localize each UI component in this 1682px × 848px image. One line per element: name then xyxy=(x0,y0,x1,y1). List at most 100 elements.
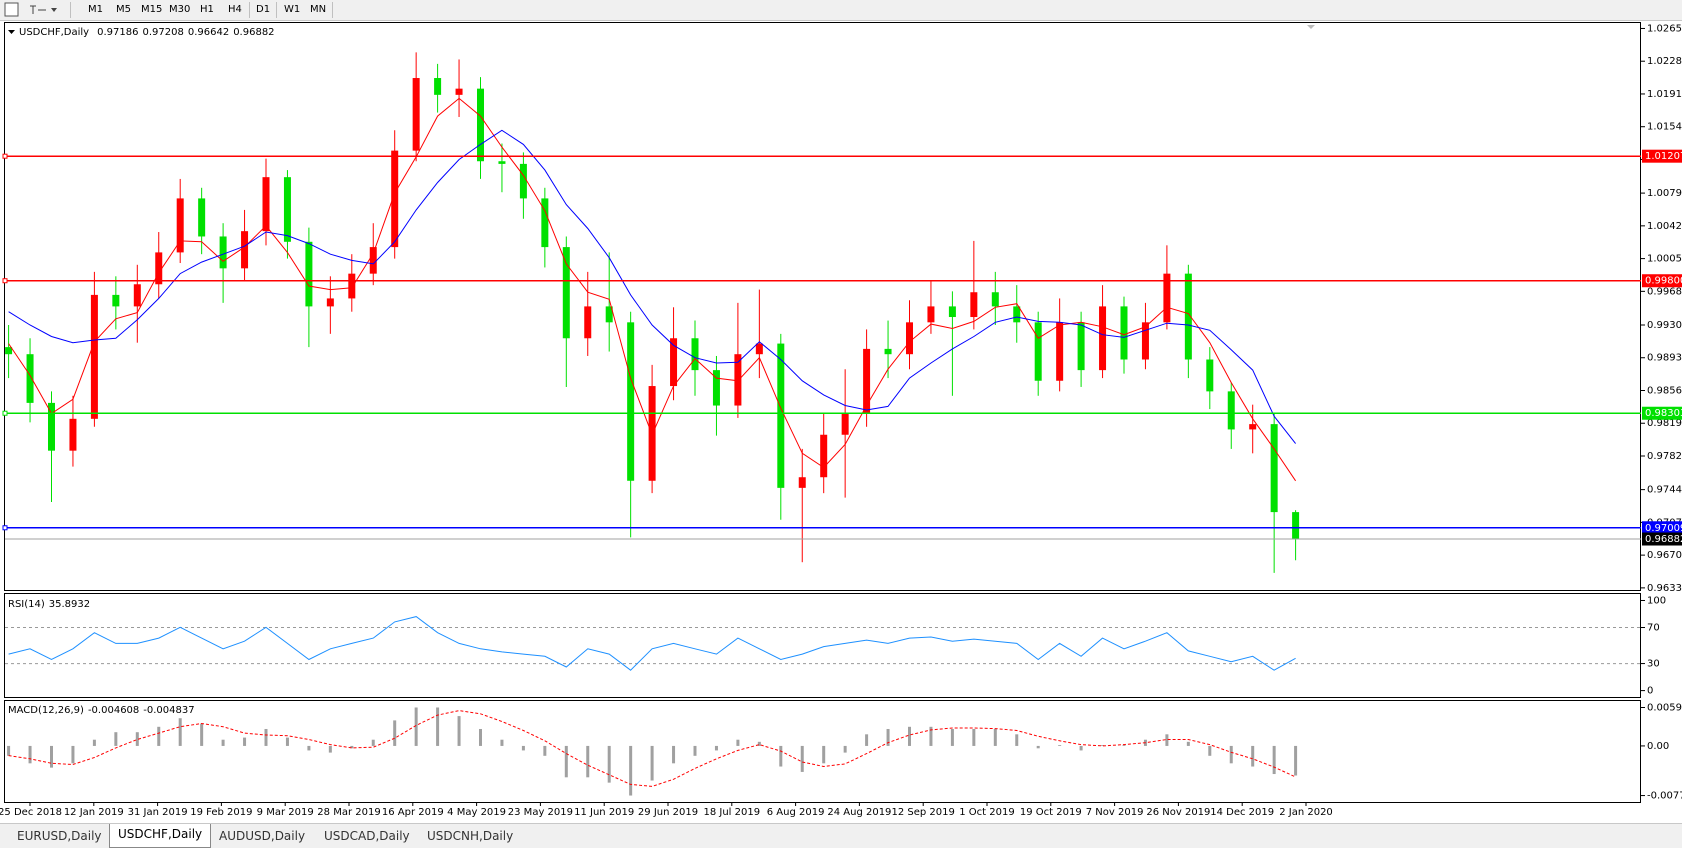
candle-body xyxy=(948,306,956,318)
collapse-icon[interactable] xyxy=(8,30,15,34)
horizontal-level-label-box xyxy=(1642,274,1682,288)
macd-bar xyxy=(221,739,225,746)
horizontal-level-label-box xyxy=(1642,406,1682,420)
macd-bar xyxy=(436,707,440,746)
macd-bar xyxy=(1036,745,1040,749)
macd-bar xyxy=(1165,734,1169,746)
y-tick-label: 1.02650 xyxy=(1647,23,1682,34)
candle-body xyxy=(369,247,377,274)
candle-body xyxy=(627,322,635,481)
macd-bar xyxy=(135,732,139,746)
candle-body xyxy=(1120,306,1128,360)
separator xyxy=(332,2,333,18)
macd-bar xyxy=(1294,745,1298,776)
x-tick-label: 12 Jan 2019 xyxy=(64,807,124,818)
macd-bar xyxy=(479,728,482,746)
text-tool-icon[interactable] xyxy=(4,2,19,17)
macd-bar xyxy=(71,745,75,764)
macd-bar xyxy=(586,745,590,778)
timeframe-button[interactable]: M15 xyxy=(141,4,163,15)
x-tick-label: 6 Aug 2019 xyxy=(767,807,825,818)
candle-body xyxy=(262,177,270,232)
timeframe-button[interactable]: M30 xyxy=(169,4,191,15)
macd-header: MACD(12,26,9) -0.004608 -0.004837 xyxy=(8,705,195,716)
chart-tab[interactable]: USDCAD,Daily xyxy=(324,829,410,843)
x-tick-label: 26 Nov 2019 xyxy=(1146,807,1210,818)
candle-body xyxy=(112,294,120,307)
timeframe-button[interactable]: W1 xyxy=(284,4,301,15)
candle-body xyxy=(5,347,13,355)
indicator-label: RSI(14) xyxy=(8,599,45,610)
candle-body xyxy=(198,198,206,237)
macd-bar xyxy=(629,745,633,796)
macd-bar xyxy=(1101,745,1105,746)
chart-background xyxy=(0,21,1682,823)
timeframe-button[interactable]: H4 xyxy=(228,4,242,15)
candle-body xyxy=(1184,273,1192,360)
x-tick-label: 4 May 2019 xyxy=(447,807,506,818)
candle-body xyxy=(541,198,549,248)
x-tick-label: 23 May 2019 xyxy=(508,807,573,818)
macd-bar xyxy=(714,745,718,751)
toolbar: M1 M5 M15 M30 H1 H4 D1 W1 MN xyxy=(0,0,1682,21)
timeframe-button[interactable]: MN xyxy=(310,4,327,15)
candle-body xyxy=(48,402,55,451)
macd-bar xyxy=(243,737,247,746)
macd-bar xyxy=(607,745,611,783)
macd-bar xyxy=(521,745,525,751)
candle-body xyxy=(391,150,399,248)
macd-bar xyxy=(822,745,826,764)
candle-body xyxy=(798,477,806,488)
ohlc-low: 0.96642 xyxy=(188,27,229,38)
y-tick-label: 0.00 xyxy=(1647,741,1669,752)
candle-body xyxy=(1270,424,1278,513)
y-tick-label: 1.02280 xyxy=(1647,56,1682,67)
objects-icon[interactable] xyxy=(30,5,46,14)
timeframe-button[interactable]: H1 xyxy=(200,4,214,15)
candle-body xyxy=(927,306,935,323)
candle-body xyxy=(305,241,313,307)
macd-bar xyxy=(1079,745,1083,751)
candle-body xyxy=(90,294,98,419)
macd-bar xyxy=(1272,745,1276,775)
x-tick-label: 1 Oct 2019 xyxy=(959,807,1014,818)
macd-bar xyxy=(285,737,289,746)
y-tick-label: 0.96330 xyxy=(1647,583,1682,594)
macd-pane-frame xyxy=(4,700,1641,803)
macd-bar xyxy=(1229,745,1233,764)
macd-bar xyxy=(1208,745,1212,756)
x-tick-label: 24 Aug 2019 xyxy=(827,807,891,818)
x-tick-label: 25 Dec 2018 xyxy=(0,807,62,818)
y-tick-label: 70 xyxy=(1647,623,1660,634)
timeframe-button[interactable]: D1 xyxy=(256,4,271,15)
candle-body xyxy=(241,231,249,269)
chart-tab[interactable]: EURUSD,Daily xyxy=(17,829,102,843)
candle-body xyxy=(605,306,613,323)
candle-body xyxy=(519,163,527,199)
chart-tab[interactable]: AUDUSD,Daily xyxy=(219,829,306,843)
timeframe-button[interactable]: M1 xyxy=(88,4,103,15)
timeframe-button[interactable]: M5 xyxy=(116,4,131,15)
macd-bar xyxy=(650,745,654,781)
macd-bar xyxy=(972,728,976,746)
chart-tab[interactable]: USDCHF,Daily xyxy=(109,824,212,848)
macd-bar xyxy=(307,745,311,751)
x-tick-label: 7 Nov 2019 xyxy=(1086,807,1144,818)
candle-body xyxy=(691,338,699,371)
candle-body xyxy=(477,88,484,162)
rsi-pane-frame xyxy=(4,593,1641,698)
candle-body xyxy=(1206,359,1214,392)
macd-bar xyxy=(393,720,397,746)
rsi-line xyxy=(8,616,1296,671)
macd-bar xyxy=(350,745,354,749)
dropdown-icon[interactable] xyxy=(51,8,57,12)
macd-bar xyxy=(178,718,182,746)
candle-body xyxy=(1077,322,1085,371)
candle-body xyxy=(1013,306,1021,323)
candle-body xyxy=(1292,512,1300,540)
chart-tab[interactable]: USDCNH,Daily xyxy=(427,829,514,843)
